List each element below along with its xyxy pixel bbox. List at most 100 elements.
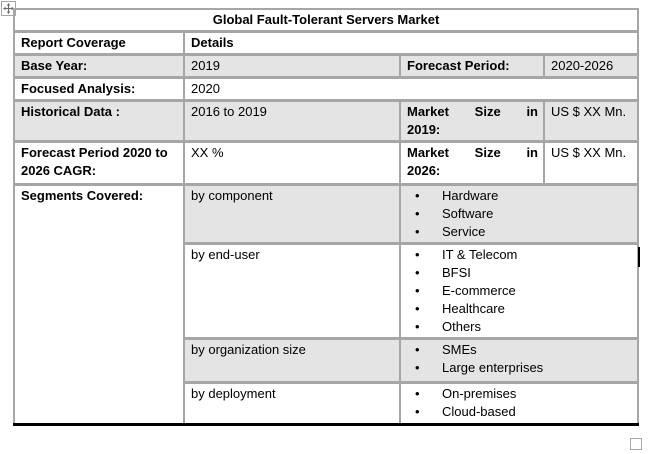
base-year-label-cell[interactable]: Base Year: (13, 53, 185, 79)
list-item: • On-premises (407, 386, 632, 404)
market-size-2026-value: US $ XX Mn. (551, 145, 627, 160)
bullet-icon: • (415, 301, 420, 316)
forecast-cagr-label: Forecast Period 2020 to 2026 CAGR: (21, 145, 168, 178)
market-size-2026-label-cell[interactable]: Market Size in 2026: (399, 140, 545, 186)
list-item-text: Hardware (442, 188, 499, 203)
list-item-text: Service (442, 224, 486, 239)
historical-data-row: Historical Data : 2016 to 2019 Market Si… (13, 99, 640, 143)
list-item-text: Cloud-based (442, 404, 516, 419)
segment-deployment-label-cell[interactable]: by deployment (183, 381, 401, 426)
segment-enduser-items: • IT & Telecom • BFSI • E-commerce • Hea… (407, 247, 632, 336)
base-year-row: Base Year: 2019 Forecast Period: 2020-20… (13, 53, 640, 79)
forecast-period-value-cell[interactable]: 2020-2026 (542, 53, 640, 79)
segment-deployment-items: • On-premises • Cloud-based (407, 386, 632, 422)
base-year-value: 2019 (191, 58, 220, 73)
focused-analysis-row: Focused Analysis: 2020 (13, 76, 640, 102)
list-item: • Cloud-based (407, 403, 632, 421)
word: Market (407, 145, 449, 160)
segment-enduser-items-cell[interactable]: • IT & Telecom • BFSI • E-commerce • Hea… (398, 242, 640, 340)
word: Size (474, 104, 501, 119)
market-size-2026-label-line1: Market Size in (407, 145, 538, 163)
segment-orgsize-label: by organization size (191, 342, 306, 357)
segment-deployment-items-cell[interactable]: • On-premises • Cloud-based (398, 381, 640, 426)
market-size-2026-label-line2: 2026: (407, 163, 441, 178)
title-row: Global Fault-Tolerant Servers Market (12, 8, 640, 33)
report-coverage-label: Report Coverage (21, 35, 126, 50)
forecast-period-label: Forecast Period: (407, 58, 510, 73)
forecast-cagr-value: XX % (191, 145, 224, 160)
bullet-icon: • (415, 319, 420, 334)
segment-component-label: by component (191, 188, 273, 203)
list-item-text: Others (442, 319, 482, 334)
segments-row-enduser: by end-user • IT & Telecom • BFSI • E-co… (14, 242, 640, 340)
report-coverage-cell[interactable]: Report Coverage (13, 30, 185, 56)
segments-covered-cell[interactable]: Segments Covered: (13, 183, 185, 426)
header-row: Report Coverage Details (13, 30, 640, 56)
historical-data-label-cell[interactable]: Historical Data : (13, 99, 185, 143)
base-year-value-cell[interactable]: 2019 (183, 53, 401, 79)
list-item: • Service (407, 223, 632, 241)
market-size-2019-label-line1: Market Size in (407, 104, 538, 122)
report-coverage-table: Global Fault-Tolerant Servers Market Rep… (12, 8, 640, 426)
focused-analysis-value: 2020 (191, 81, 220, 96)
table-title-cell[interactable]: Global Fault-Tolerant Servers Market (12, 8, 640, 33)
market-size-2019-label-cell[interactable]: Market Size in 2019: (399, 99, 545, 143)
historical-data-label: Historical Data : (21, 104, 120, 119)
list-item: • SMEs (407, 342, 632, 360)
focused-analysis-label: Focused Analysis: (21, 81, 136, 96)
text-caret (638, 247, 640, 267)
forecast-period-label-cell[interactable]: Forecast Period: (399, 53, 545, 79)
segment-orgsize-label-cell[interactable]: by organization size (183, 337, 401, 384)
market-size-2026-value-cell[interactable]: US $ XX Mn. (542, 140, 640, 186)
market-size-2019-value: US $ XX Mn. (551, 104, 627, 119)
list-item-text: Large enterprises (442, 360, 544, 375)
list-item-text: SMEs (442, 342, 477, 357)
segment-component-items-cell[interactable]: • Hardware • Software • Service (398, 183, 640, 245)
word: in (526, 145, 538, 160)
segments-row-component: Segments Covered: by component • Hardwar… (13, 183, 640, 426)
word: in (526, 104, 538, 119)
list-item-text: Software (442, 206, 494, 221)
details-cell[interactable]: Details (182, 30, 640, 56)
market-size-2019-label-line2: 2019: (407, 122, 441, 137)
list-item: • Others (407, 318, 632, 336)
list-item: • Large enterprises (407, 359, 632, 377)
list-item: • E-commerce (407, 282, 632, 300)
bullet-icon: • (415, 224, 420, 239)
historical-data-value-cell[interactable]: 2016 to 2019 (183, 99, 401, 143)
bullet-icon: • (415, 342, 420, 357)
segment-deployment-label: by deployment (191, 386, 276, 401)
list-item: • IT & Telecom (407, 247, 632, 265)
bullet-icon: • (415, 188, 420, 203)
word: Market (407, 104, 449, 119)
forecast-cagr-value-cell[interactable]: XX % (183, 140, 401, 186)
segment-orgsize-items-cell[interactable]: • SMEs • Large enterprises (398, 337, 640, 384)
word: Size (474, 145, 501, 160)
table-resize-handle[interactable] (630, 438, 642, 450)
bullet-icon: • (415, 265, 420, 280)
list-item-text: IT & Telecom (442, 247, 518, 262)
segment-component-items: • Hardware • Software • Service (407, 188, 632, 241)
segment-component-label-cell[interactable]: by component (183, 183, 401, 245)
bullet-icon: • (415, 386, 420, 401)
bullet-icon: • (415, 283, 420, 298)
table-title: Global Fault-Tolerant Servers Market (212, 12, 440, 27)
historical-data-value: 2016 to 2019 (191, 104, 267, 119)
list-item-text: BFSI (442, 265, 471, 280)
market-size-2019-value-cell[interactable]: US $ XX Mn. (542, 99, 640, 143)
bullet-icon: • (415, 247, 420, 262)
forecast-cagr-row: Forecast Period 2020 to 2026 CAGR: XX % … (13, 140, 640, 186)
segment-enduser-label-cell[interactable]: by end-user (183, 242, 401, 340)
list-item-text: Healthcare (442, 301, 505, 316)
four-way-arrow-icon (3, 3, 14, 14)
segments-row-deployment: by deployment • On-premises • Cloud-base… (14, 381, 640, 426)
segments-covered-label: Segments Covered: (21, 188, 144, 203)
forecast-cagr-label-cell[interactable]: Forecast Period 2020 to 2026 CAGR: (13, 140, 185, 186)
list-item: • Healthcare (407, 300, 632, 318)
list-item: • Hardware (407, 188, 632, 206)
focused-analysis-label-cell[interactable]: Focused Analysis: (13, 76, 185, 102)
forecast-period-value: 2020-2026 (551, 58, 614, 73)
segment-enduser-label: by end-user (191, 247, 260, 262)
focused-analysis-value-cell[interactable]: 2020 (182, 76, 640, 102)
